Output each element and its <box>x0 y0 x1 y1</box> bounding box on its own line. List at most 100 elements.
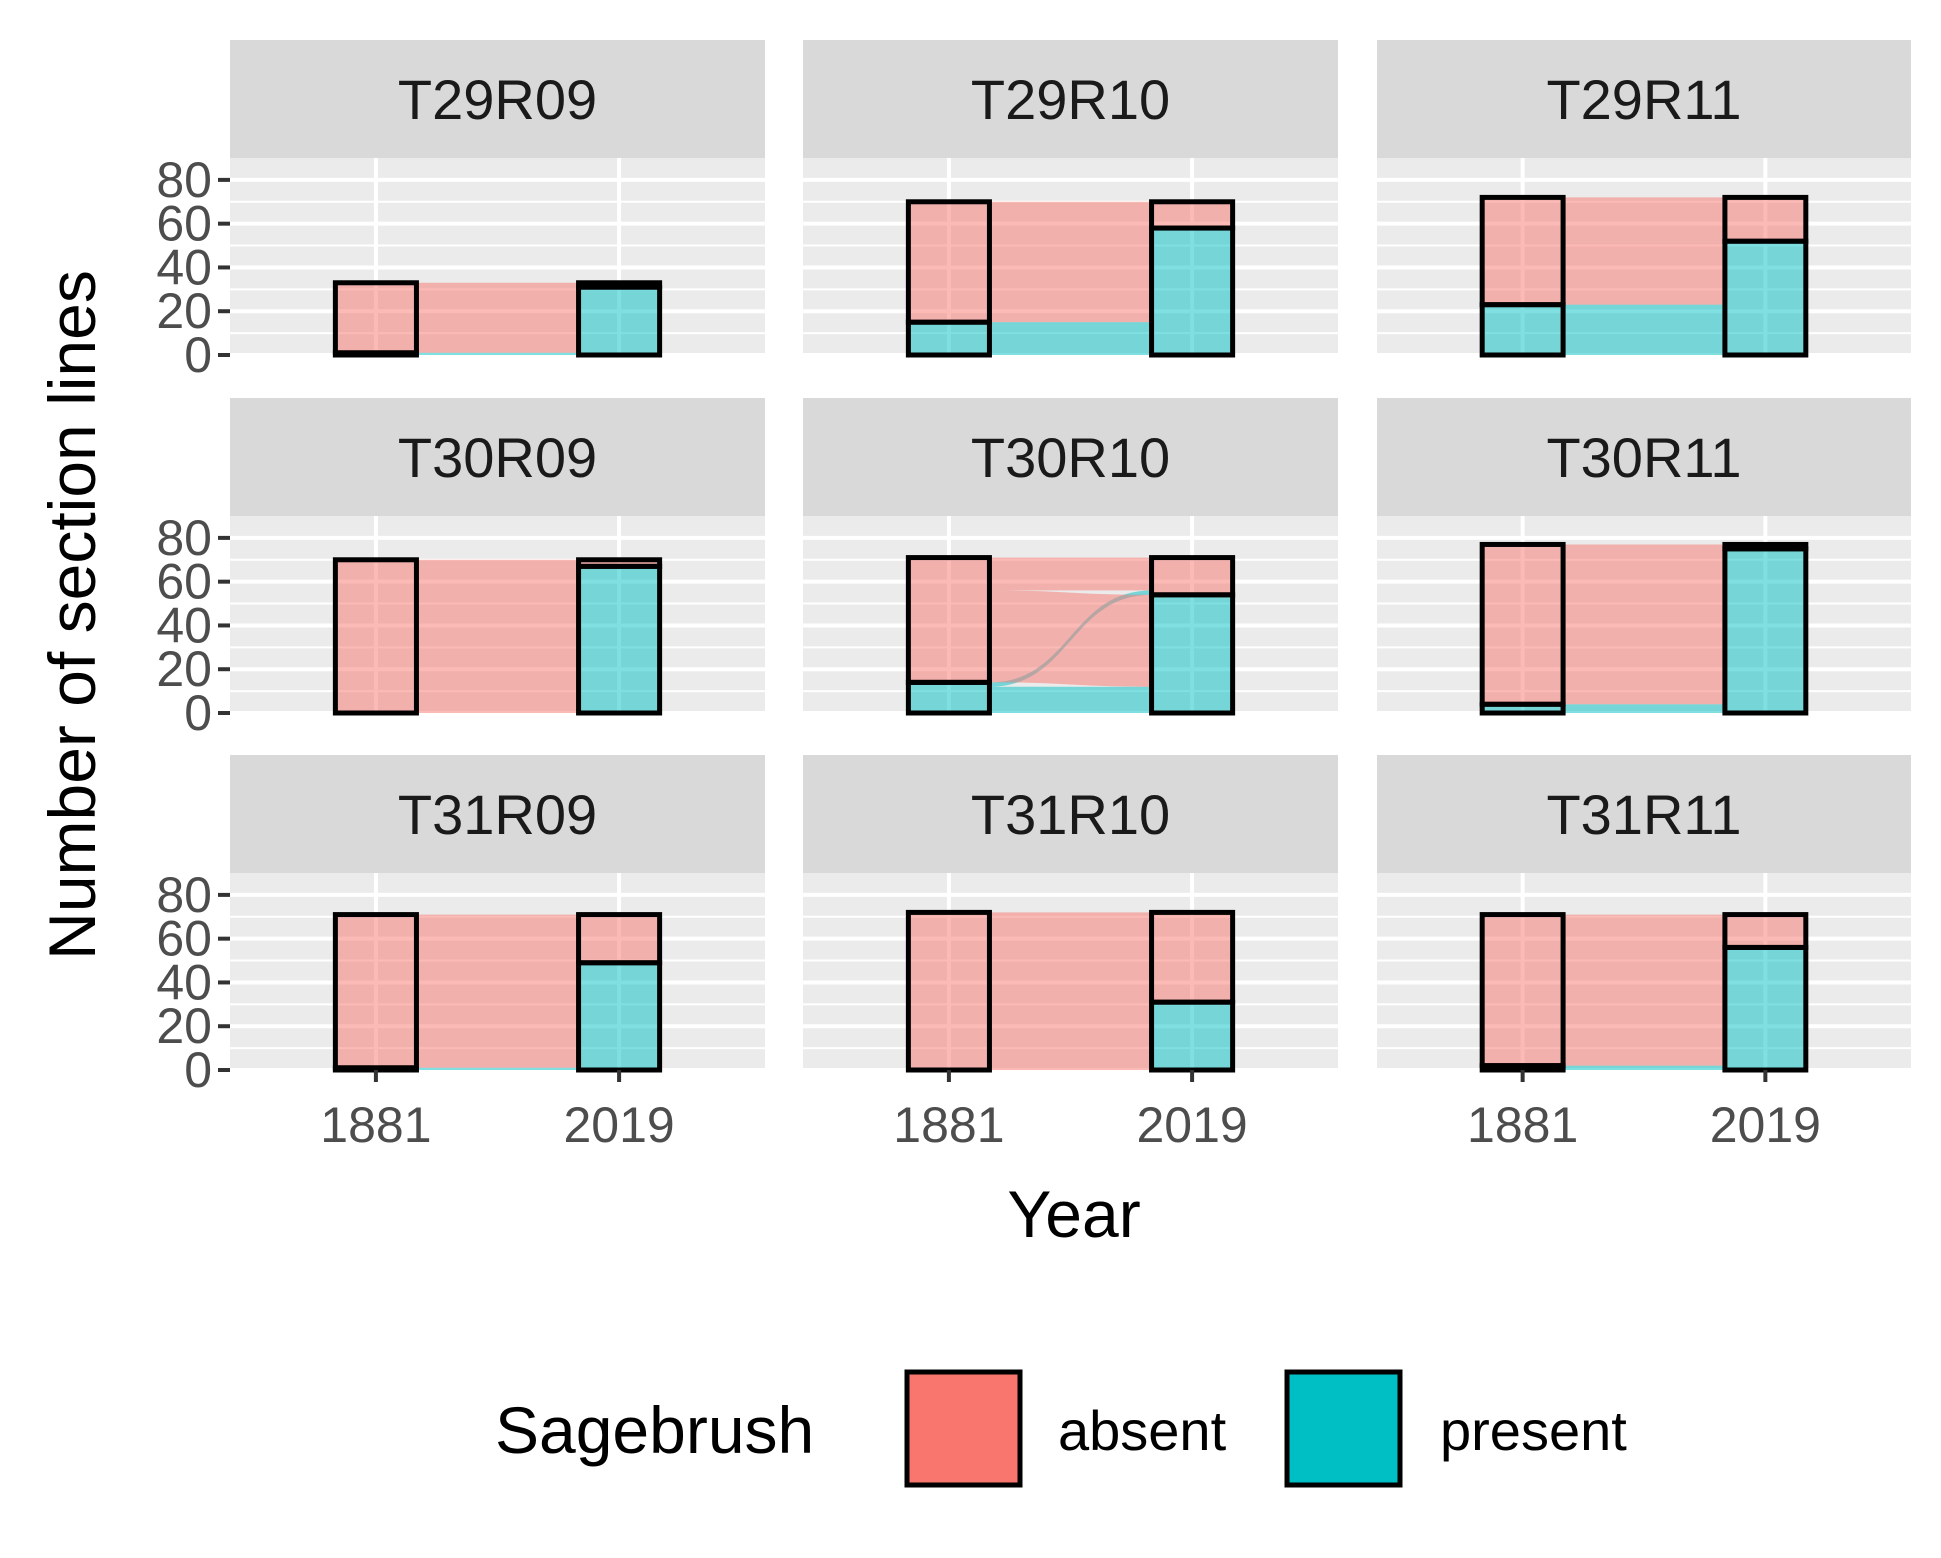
alluvial-flow <box>989 228 1152 323</box>
alluvial-flow <box>416 287 579 353</box>
alluvial-flow <box>989 322 1152 355</box>
facet-strip <box>230 40 765 158</box>
stratum-absent <box>576 912 663 966</box>
legend-key-absent <box>904 1369 1023 1488</box>
y-tick-label: 0 <box>184 685 212 741</box>
facet-strip <box>803 398 1338 516</box>
alluvial-flow <box>1563 548 1725 705</box>
y-tick-label: 40 <box>156 954 212 1010</box>
x-tick-label: 2019 <box>1710 1097 1821 1153</box>
y-tick-label: 60 <box>156 196 212 252</box>
x-axes: 1881 2019 1881 2019 1881 2019 <box>320 1070 1821 1153</box>
stratum-present <box>905 319 992 358</box>
facet-strip-label: T29R11 <box>1546 68 1741 131</box>
stratum-absent <box>905 555 992 685</box>
y-tick-label: 60 <box>156 911 212 967</box>
alluvial-flow <box>1563 197 1725 242</box>
stratum-absent <box>1479 912 1566 1069</box>
alluvial-flow <box>989 686 1152 713</box>
stratum-absent <box>905 909 992 1073</box>
alluvial-flow <box>989 557 1152 591</box>
facet-strip-label: T30R10 <box>971 426 1170 489</box>
legend: Sagebrush absent present <box>495 1369 1627 1488</box>
x-tick-label: 1881 <box>893 1097 1004 1153</box>
stratum-present <box>1479 302 1566 358</box>
x-axis-title: Year <box>1007 1177 1140 1251</box>
stratum-absent <box>576 280 663 290</box>
stratum-present <box>576 960 663 1073</box>
y-tick-label: 0 <box>184 327 212 383</box>
y-tick-label: 40 <box>156 597 212 653</box>
facet-panel: T30R09 <box>230 398 765 716</box>
x-tick-label: 1881 <box>1467 1097 1578 1153</box>
y-tick-label: 60 <box>156 554 212 610</box>
facet-strip <box>1377 398 1911 516</box>
stratum-absent <box>576 557 663 569</box>
facet-strip <box>1377 755 1911 873</box>
stratum-absent <box>905 199 992 325</box>
alluvial-flow <box>1563 304 1725 355</box>
stratum-present <box>1722 238 1809 358</box>
facet-strip-label: T31R10 <box>971 783 1170 846</box>
facet-panel: T29R09 <box>230 40 765 358</box>
x-tick-label: 2019 <box>563 1097 674 1153</box>
y-tick-label: 20 <box>156 998 212 1054</box>
y-axis-title: Number of section lines <box>35 270 109 960</box>
legend-title: Sagebrush <box>495 1393 814 1467</box>
alluvial-flow <box>989 912 1152 1003</box>
facet-strip <box>803 755 1338 873</box>
facet-panel: T31R11 <box>1377 755 1911 1073</box>
alluvial-flow <box>1563 914 1725 948</box>
facet-strip-label: T30R09 <box>398 426 597 489</box>
y-tick-label: 20 <box>156 641 212 697</box>
facet-strip <box>1377 40 1911 158</box>
stratum-present <box>1722 944 1809 1073</box>
alluvial-flow <box>416 352 579 355</box>
x-tick-label: 1881 <box>320 1097 431 1153</box>
facet-panel: T30R10 <box>803 398 1338 716</box>
y-tick-label: 0 <box>184 1042 212 1098</box>
legend-label-present: present <box>1440 1399 1627 1462</box>
stratum-absent <box>1722 912 1809 950</box>
alluvial-flow <box>1563 544 1725 549</box>
y-tick-label: 20 <box>156 283 212 339</box>
stratum-absent <box>1479 194 1566 308</box>
stratum-absent <box>1479 541 1566 707</box>
facet-strip-label: T29R10 <box>971 68 1170 131</box>
stratum-absent <box>1722 541 1809 552</box>
facet-panel: T29R10 <box>803 40 1338 358</box>
stratum-present <box>576 563 663 716</box>
facet-panel: T31R09 <box>230 755 765 1073</box>
alluvial-flow <box>1563 947 1725 1066</box>
facet-strip <box>230 755 765 873</box>
alluvial-flow <box>416 962 579 1068</box>
alluvial-flow <box>416 914 579 963</box>
facet-strip-label: T30R11 <box>1546 426 1741 489</box>
legend-label-absent: absent <box>1058 1399 1227 1462</box>
y-tick-label: 80 <box>156 510 212 566</box>
stratum-absent <box>1149 909 1236 1005</box>
alluvial-flow <box>1563 241 1725 305</box>
y-tick-label: 40 <box>156 239 212 295</box>
x-tick-label: 2019 <box>1136 1097 1247 1153</box>
stratum-present <box>1149 999 1236 1073</box>
facet-strip-label: T29R09 <box>398 68 597 131</box>
stratum-present <box>1149 225 1236 358</box>
alluvial-flow <box>989 1002 1152 1070</box>
y-tick-label: 80 <box>156 867 212 923</box>
alluvial-flow <box>416 566 579 713</box>
stratum-present <box>1149 592 1236 716</box>
facet-panel: T29R11 <box>1377 40 1911 358</box>
facet-strip-label: T31R11 <box>1546 783 1741 846</box>
stratum-absent <box>332 912 419 1071</box>
alluvial-flow <box>416 282 579 288</box>
facet-panel: T30R11 <box>1377 398 1911 716</box>
stratum-absent <box>1149 199 1236 231</box>
stratum-absent <box>332 557 419 716</box>
alluvial-flow <box>989 201 1152 229</box>
legend-key-present <box>1284 1369 1403 1488</box>
alluvial-flow <box>416 1067 579 1070</box>
facet-panel: T31R10 <box>803 755 1338 1073</box>
y-tick-label: 80 <box>156 152 212 208</box>
